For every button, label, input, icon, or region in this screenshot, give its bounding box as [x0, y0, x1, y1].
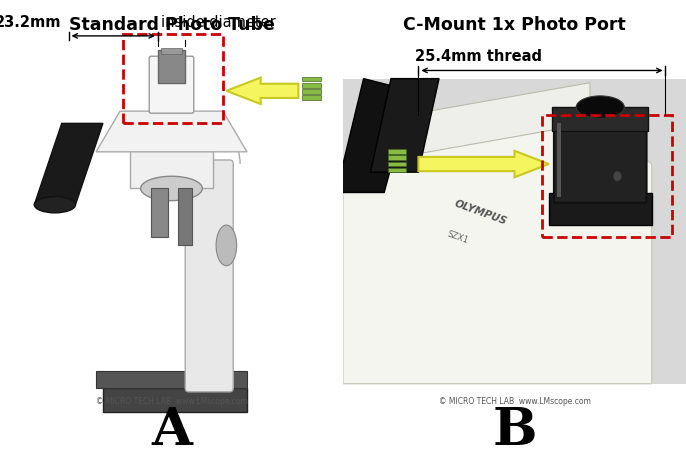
Bar [178, 188, 192, 245]
Bar [542, 115, 672, 237]
FancyBboxPatch shape [554, 109, 647, 203]
Polygon shape [130, 140, 213, 188]
Text: Standard Photo Tube: Standard Photo Tube [69, 16, 274, 34]
Bar [388, 149, 406, 154]
Text: © MICRO TECH LAB  www.LMscope.com: © MICRO TECH LAB www.LMscope.com [95, 397, 248, 406]
Polygon shape [336, 79, 412, 193]
Ellipse shape [34, 197, 75, 213]
Polygon shape [34, 123, 103, 205]
Bar [557, 123, 561, 197]
Bar [302, 89, 320, 94]
Bar [302, 95, 320, 100]
Polygon shape [96, 111, 247, 152]
Text: inside diameter: inside diameter [161, 15, 276, 30]
Text: SZX1: SZX1 [446, 229, 470, 245]
Bar [388, 162, 406, 166]
Bar [343, 79, 686, 384]
Text: 25.4mm thread: 25.4mm thread [415, 49, 542, 64]
Text: C-Mount 1x Photo Port: C-Mount 1x Photo Port [403, 16, 626, 34]
Bar [552, 107, 648, 131]
Bar [158, 50, 185, 83]
Bar [96, 371, 247, 388]
Text: A: A [151, 405, 192, 456]
Polygon shape [226, 78, 298, 104]
Circle shape [613, 171, 622, 181]
Bar [103, 388, 247, 412]
Bar [388, 156, 406, 160]
Polygon shape [370, 79, 439, 172]
Bar [161, 48, 182, 54]
Polygon shape [343, 123, 652, 384]
Bar [388, 168, 406, 172]
Text: OLYMPUS: OLYMPUS [453, 199, 508, 227]
Polygon shape [418, 151, 549, 177]
Bar [549, 193, 652, 225]
Ellipse shape [576, 96, 624, 118]
Text: B: B [493, 405, 536, 456]
Text: © MICRO TECH LAB  www.LMscope.com: © MICRO TECH LAB www.LMscope.com [438, 397, 591, 406]
Text: 23.2mm: 23.2mm [0, 15, 62, 30]
Ellipse shape [141, 176, 202, 201]
Ellipse shape [216, 225, 237, 266]
FancyBboxPatch shape [185, 160, 233, 392]
FancyBboxPatch shape [150, 56, 194, 113]
Bar [151, 188, 168, 237]
Bar [123, 34, 223, 123]
Polygon shape [360, 83, 590, 164]
Bar [302, 83, 320, 88]
Bar [302, 77, 320, 81]
